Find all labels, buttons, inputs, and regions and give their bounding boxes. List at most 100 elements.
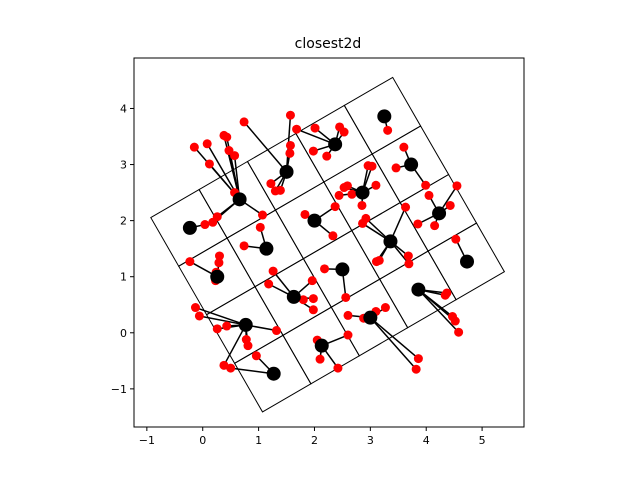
sample-point <box>266 179 276 189</box>
sample-point <box>202 139 212 149</box>
closest-link <box>199 315 246 326</box>
sample-point <box>208 217 218 227</box>
center-point <box>355 185 370 200</box>
sample-point <box>330 202 340 212</box>
sample-point <box>204 159 214 169</box>
sample-point <box>424 190 434 200</box>
y-tick-label: −1 <box>111 383 127 396</box>
sample-point <box>268 266 278 276</box>
sample-point <box>371 180 381 190</box>
center-point <box>259 241 274 256</box>
closest-link <box>417 289 460 333</box>
sample-point <box>450 316 460 326</box>
sample-point <box>413 219 423 229</box>
center-point <box>266 366 281 381</box>
sample-point <box>357 200 367 210</box>
sample-point <box>442 288 452 298</box>
center-point <box>232 192 247 207</box>
sample-point <box>239 117 249 127</box>
sample-point <box>264 279 274 289</box>
center-point <box>411 282 426 297</box>
center-point <box>286 289 301 304</box>
center-point <box>383 234 398 249</box>
sample-point <box>222 132 232 142</box>
grid-cell <box>343 76 422 155</box>
sample-point <box>285 148 295 158</box>
x-tick-label: 3 <box>367 434 374 447</box>
y-axis: −1 0 1 2 3 4 <box>111 102 134 396</box>
sample-point <box>271 326 281 336</box>
closest-link <box>230 367 274 375</box>
center-point <box>404 157 419 172</box>
y-tick-label: 2 <box>120 215 127 228</box>
sample-point <box>399 142 409 152</box>
grid-cells <box>150 76 506 413</box>
center-point <box>314 338 329 353</box>
sample-point <box>230 151 240 161</box>
sample-point <box>413 354 423 364</box>
center-point <box>432 206 447 221</box>
y-tick-label: 4 <box>120 102 127 115</box>
sample-point <box>320 264 330 274</box>
sample-point <box>310 123 320 133</box>
x-tick-label: 2 <box>311 434 318 447</box>
y-tick-label: 3 <box>120 159 127 172</box>
sample-point <box>200 220 210 230</box>
closest-link <box>369 317 419 360</box>
sample-point <box>367 161 377 171</box>
sample-point <box>189 142 199 152</box>
sample-point <box>445 200 455 210</box>
sample-point <box>380 303 390 313</box>
sample-point <box>292 124 302 134</box>
center-point <box>307 213 322 228</box>
sample-point <box>411 364 421 374</box>
x-tick-label: 0 <box>199 434 206 447</box>
sample-point <box>404 259 414 269</box>
sample-point <box>334 190 344 200</box>
center-point <box>335 262 350 277</box>
sample-point <box>251 351 261 361</box>
sample-point <box>315 354 325 364</box>
sample-point <box>383 125 393 135</box>
sample-point <box>451 234 461 244</box>
sample-point <box>342 181 352 191</box>
chart-title: closest2d <box>295 36 362 52</box>
sample-point <box>226 363 236 373</box>
closest-link <box>223 324 247 366</box>
sample-point <box>300 209 310 219</box>
sample-point <box>212 324 222 334</box>
sample-point <box>307 276 317 286</box>
x-axis: −1 0 1 2 3 4 5 <box>139 427 486 447</box>
center-point <box>363 310 378 325</box>
sample-point <box>421 180 431 190</box>
closest-link <box>195 306 246 326</box>
sample-point <box>298 295 308 305</box>
center-point <box>460 254 475 269</box>
sample-point <box>341 292 351 302</box>
x-tick-label: 4 <box>423 434 430 447</box>
sample-point <box>358 218 368 228</box>
x-tick-label: −1 <box>139 434 155 447</box>
sample-point <box>185 257 195 267</box>
sample-point <box>403 251 413 261</box>
sample-point <box>308 146 318 156</box>
sample-point <box>285 110 295 120</box>
sample-point <box>452 181 462 191</box>
center-point <box>328 137 343 152</box>
sample-point <box>255 222 265 232</box>
sample-point <box>343 310 353 320</box>
center-point <box>182 220 197 235</box>
center-point <box>210 269 225 284</box>
sample-point <box>214 258 224 268</box>
closest-link <box>369 317 417 370</box>
y-tick-label: 0 <box>120 327 127 340</box>
sample-point <box>258 210 268 220</box>
plot-area <box>150 76 506 413</box>
center-point <box>377 109 392 124</box>
x-tick-label: 1 <box>255 434 262 447</box>
sample-point <box>430 221 440 231</box>
sample-point <box>239 241 249 251</box>
closest-link <box>243 121 288 173</box>
